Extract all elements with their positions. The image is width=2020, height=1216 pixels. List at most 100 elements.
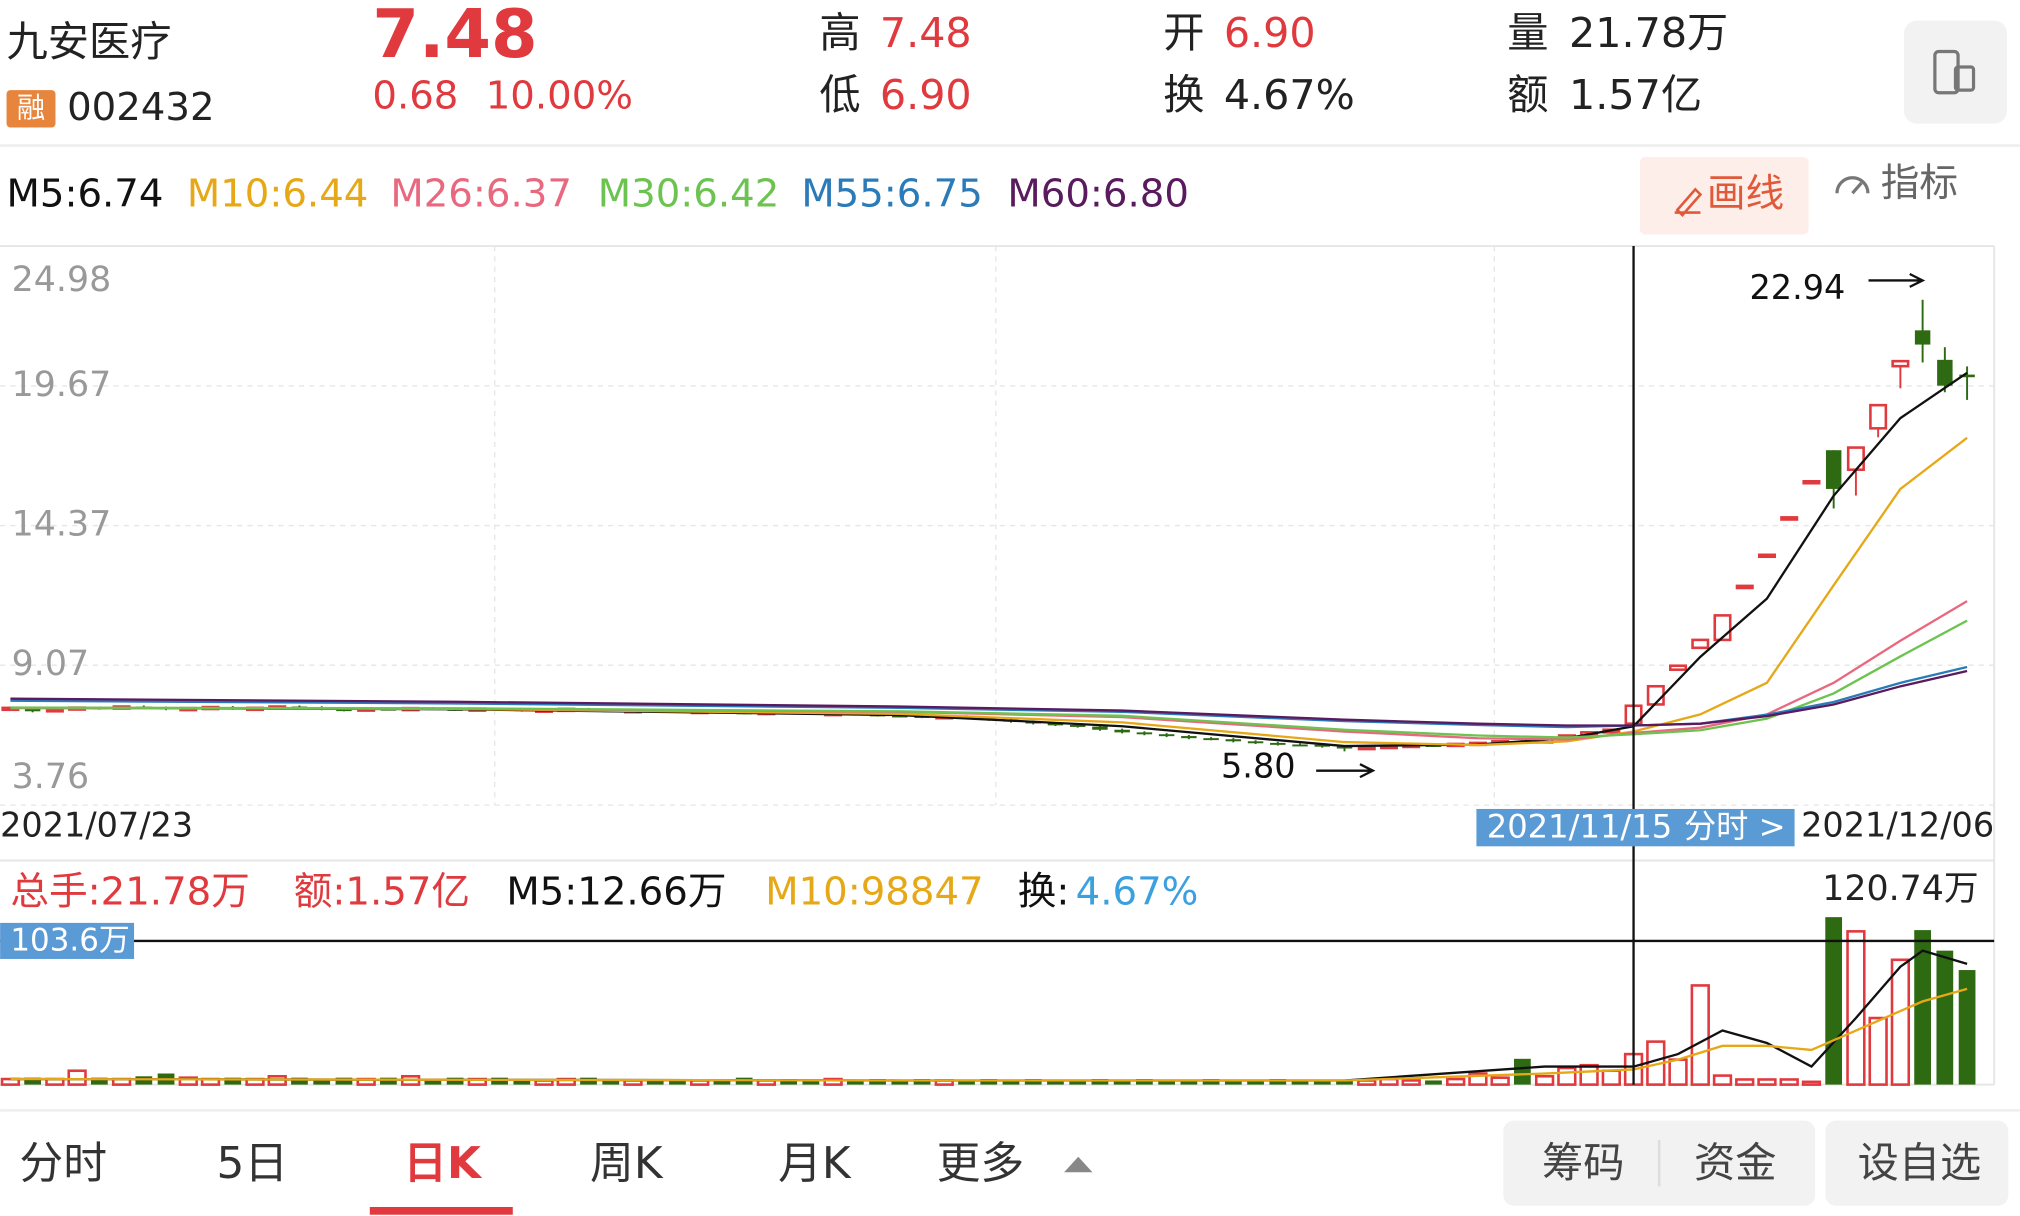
volume-bar: [1313, 1080, 1331, 1085]
stat-value: 4.67%: [1224, 71, 1355, 119]
candle-body: [1757, 553, 1776, 559]
volume-bar: [980, 1079, 998, 1085]
volume-bar: [780, 1079, 798, 1085]
volume-bar: [1757, 1078, 1777, 1086]
candle-body: [1292, 744, 1308, 747]
device-button[interactable]: [1903, 20, 2008, 124]
button-label: 画线: [1707, 171, 1784, 216]
x-tick-label: 2021/12/06: [1801, 805, 1994, 844]
volume-bar: [1936, 950, 1954, 1085]
volume-bar: [24, 1077, 42, 1085]
volume-bar: [224, 1077, 242, 1085]
volume-bar: [1024, 1079, 1042, 1085]
volume-bar: [424, 1079, 442, 1085]
stat-label: 高: [819, 9, 860, 57]
tab[interactable]: 更多: [937, 1138, 1025, 1189]
volume-bar: [1779, 1078, 1799, 1086]
candle-body: [1780, 516, 1799, 521]
stat-label: 低: [819, 71, 860, 119]
volume-bar: [513, 1079, 531, 1085]
change: 0.68: [372, 73, 458, 118]
tab[interactable]: 5日: [217, 1138, 289, 1189]
pencil-icon: [1674, 187, 1703, 218]
volume-bar: [823, 1077, 843, 1086]
volume-legend-item: M5:12.66万: [506, 869, 726, 914]
volume-bar: [1247, 1080, 1264, 1085]
volume-max-label: 120.74万: [1822, 869, 1978, 909]
price-chart: 24.98 19.67 14.37 9.07 3.76 2021/07/23 2021/12…: [0, 245, 1994, 844]
change-pct: 10.00%: [486, 73, 633, 118]
volume-bar: [1180, 1080, 1198, 1085]
volume-bar: [1468, 1072, 1488, 1086]
ma-line: [10, 436, 1968, 747]
volume-bar: [313, 1079, 331, 1085]
volume-bar: [1514, 1058, 1531, 1085]
candle-body: [1802, 480, 1821, 485]
volume-legend-item: 总手:21.78万: [10, 869, 249, 914]
volume-bar: [869, 1079, 886, 1085]
volume-chart: 总手:21.78万 额:1.57亿 M5:12.66万 M10:98847 换: 4.67…: [0, 246, 1995, 1086]
volume-bar: [67, 1069, 87, 1086]
volume-bar: [1113, 1080, 1131, 1085]
volume-bar: [1336, 1080, 1353, 1085]
tab[interactable]: 周K: [590, 1138, 664, 1189]
volume-bar: [1890, 958, 1911, 1086]
y-tick-label: 19.67: [12, 365, 112, 405]
tab[interactable]: 月K: [778, 1138, 852, 1189]
stat-label: 开: [1163, 9, 1204, 57]
volume-bar: [291, 1077, 308, 1085]
candle-body: [1735, 584, 1754, 590]
tab[interactable]: 分时: [19, 1138, 107, 1189]
indicator-button[interactable]: 指标: [1835, 161, 1958, 206]
volume-bar: [1712, 1074, 1733, 1086]
candle-body: [45, 707, 64, 713]
draw-button[interactable]: 画线: [1639, 157, 1809, 235]
candle-body: [1181, 736, 1197, 739]
volume-bar: [846, 1080, 864, 1085]
volume-bar: [380, 1077, 397, 1085]
high-label: 22.94: [1749, 268, 1845, 307]
volume-bar: [491, 1077, 508, 1085]
volume-bar: [135, 1076, 153, 1085]
volume-bar: [1158, 1080, 1175, 1085]
candle-body: [1846, 446, 1865, 471]
tab[interactable]: 日K: [403, 1138, 483, 1189]
volume-legend-item: 4.67%: [1076, 869, 1199, 914]
candle-body: [1225, 739, 1242, 742]
volume-bar: [1490, 1076, 1510, 1086]
volume-bar: [1825, 917, 1843, 1085]
candle-body: [24, 707, 41, 712]
gauge-icon: [1835, 176, 1870, 194]
volume-bar: [1914, 930, 1931, 1085]
volume-bar: [1047, 1080, 1064, 1085]
more-arrow: [1064, 1156, 1093, 1173]
volume-bar: [958, 1080, 975, 1085]
stat-label: 换: [1163, 71, 1204, 119]
volume-bar: [1668, 1058, 1688, 1086]
cursor-action[interactable]: 分时 >: [1684, 807, 1786, 845]
volume-bar: [646, 1079, 664, 1085]
candle-body: [1937, 359, 1953, 386]
volume-bar: [1202, 1079, 1220, 1085]
volume-bar: [1291, 1080, 1309, 1085]
annotation-arrow: [1868, 272, 1926, 288]
funds-button[interactable]: 资金: [1694, 1139, 1776, 1187]
candle-body: [1914, 330, 1931, 345]
ma-legend-item: M30:6.42: [598, 171, 779, 216]
chips-button[interactable]: 筹码: [1542, 1139, 1624, 1187]
volume-legend-item: M10:98847: [765, 869, 983, 914]
ma-legend-item: M10:6.44: [187, 171, 368, 216]
button-bg: [1825, 1120, 2009, 1206]
volume-bar: [1958, 970, 1976, 1085]
icon: [1953, 65, 1976, 92]
candle-body: [1069, 724, 1086, 727]
ma-line: [10, 665, 1968, 729]
tab-bar: 分时 5日 日K 周K 月K 更多: [19, 1138, 1024, 1215]
watchlist-button[interactable]: 设自选: [1858, 1139, 1982, 1187]
y-tick-label: 3.76: [12, 757, 89, 797]
volume-bar: [1534, 1075, 1555, 1086]
button-label: 指标: [1881, 161, 1958, 206]
candle-body: [1336, 746, 1353, 749]
volume-bar: [1868, 1016, 1888, 1086]
